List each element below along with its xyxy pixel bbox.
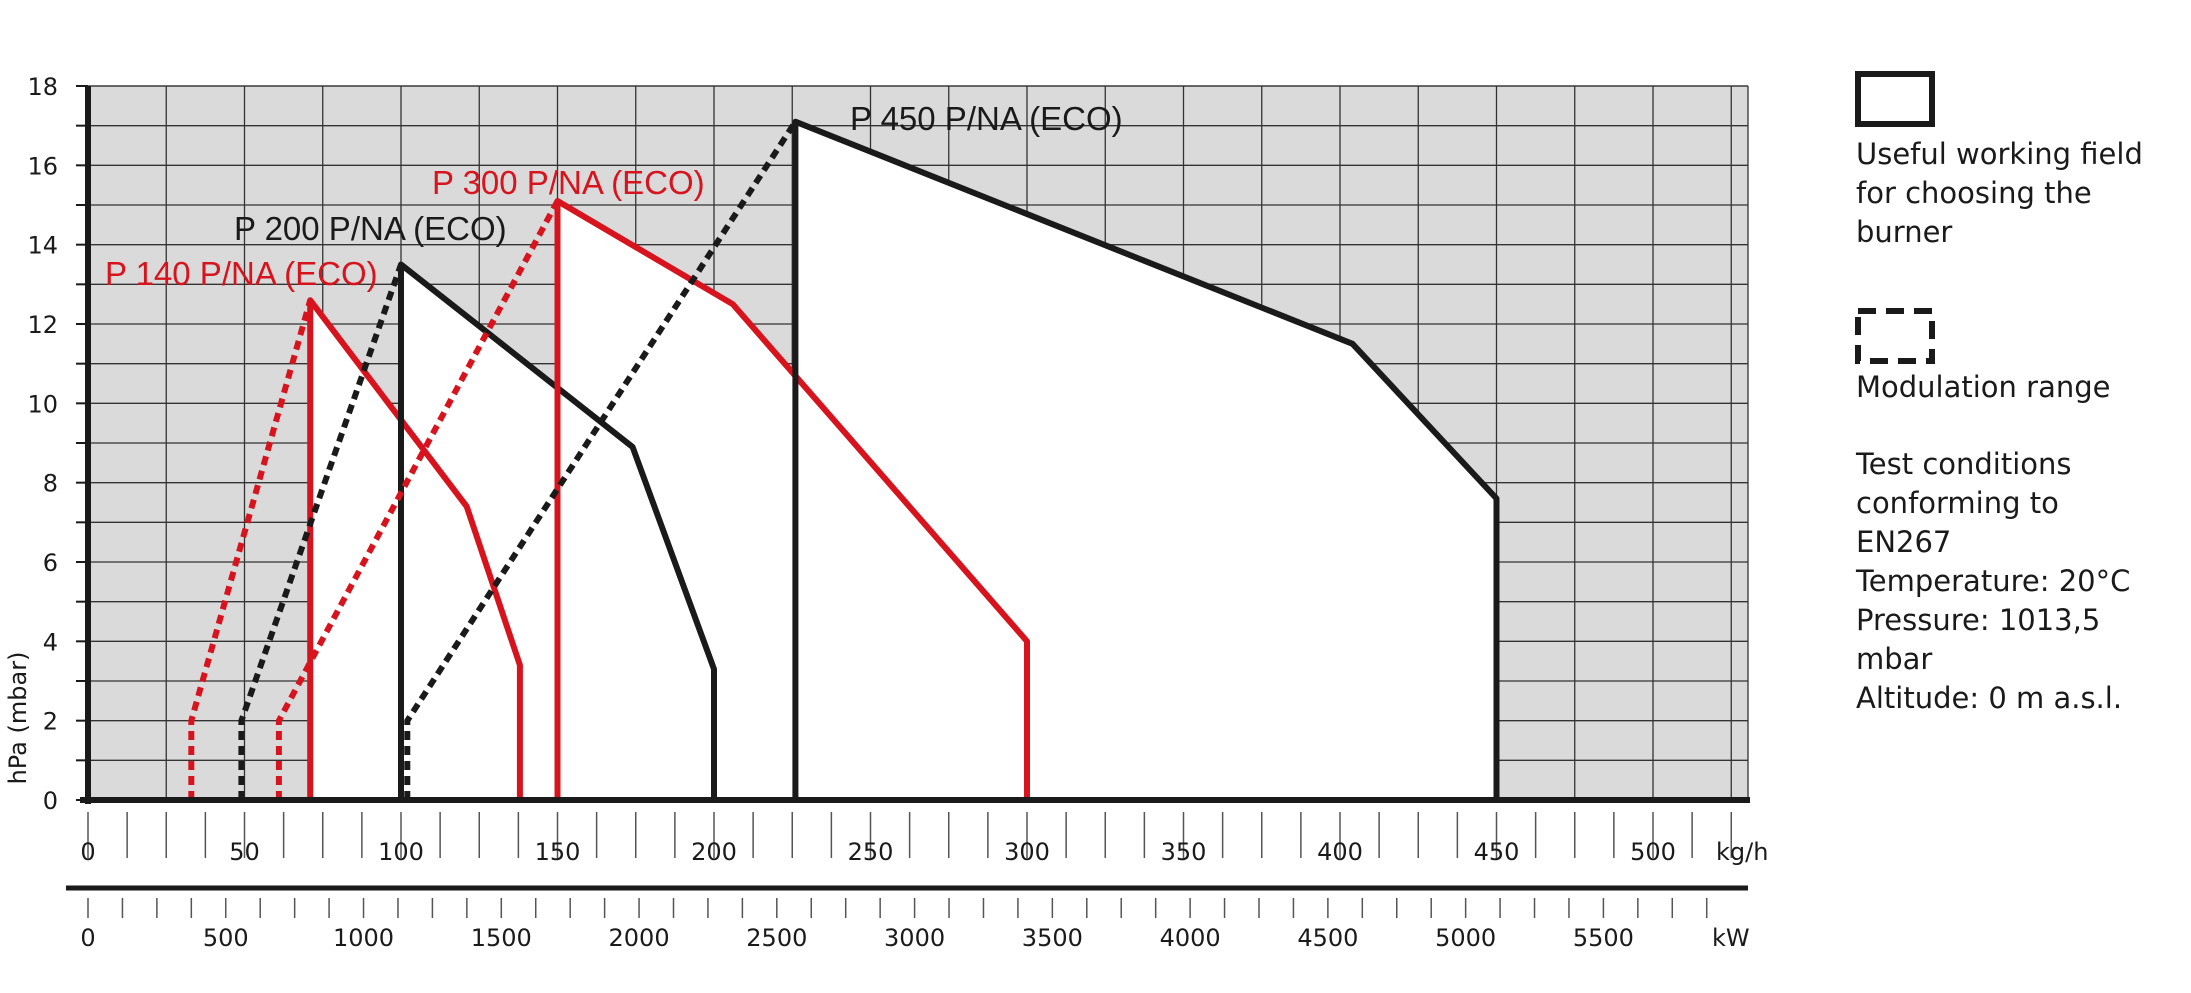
- test-condition-line: Test conditions: [1855, 447, 2072, 481]
- kw-tick-label: 5000: [1435, 924, 1496, 952]
- kw-tick-label: 1500: [471, 924, 532, 952]
- modulation-line-0: [188, 299, 314, 800]
- series-label-2: P 300 P/NA (ECO): [432, 164, 705, 201]
- x-tick-label: 300: [1004, 838, 1050, 866]
- test-condition-line: Temperature: 20°C: [1855, 564, 2130, 598]
- x-tick-label: 500: [1630, 838, 1676, 866]
- kw-tick-label: 2500: [746, 924, 807, 952]
- test-condition-line: conforming to: [1856, 486, 2059, 520]
- test-condition-line: mbar: [1856, 642, 1932, 676]
- x-tick-label: 250: [848, 838, 894, 866]
- legend-working-field-text: Useful working field for choosing the bu…: [1856, 137, 2152, 249]
- x-tick-label: 350: [1161, 838, 1207, 866]
- y-tick-label: 4: [43, 628, 58, 656]
- y-tick-label: 16: [27, 152, 58, 180]
- x-tick-label: 200: [691, 838, 737, 866]
- kw-tick-label: 4500: [1297, 924, 1358, 952]
- x-tick-labels: 0 50 100 150 200 250 300 350 400 450 500: [80, 838, 1676, 866]
- y-tick-label: 14: [27, 232, 58, 260]
- test-condition-line: Altitude: 0 m a.s.l.: [1856, 681, 2122, 715]
- legend: Useful working field for choosing the bu…: [1855, 71, 2152, 715]
- working-field-outline-3: [792, 118, 1500, 800]
- y-tick-label: 6: [43, 549, 58, 577]
- working-field-outlines: [307, 118, 1500, 800]
- kw-tick-label: 1000: [333, 924, 394, 952]
- modulation-line-3: [404, 120, 798, 800]
- test-condition-line: EN267: [1856, 525, 1951, 559]
- modulation-line-1: [238, 263, 404, 800]
- test-condition-line: Pressure: 1013,5: [1856, 603, 2100, 637]
- x-tick-label: 150: [535, 838, 581, 866]
- working-field-outline-1: [398, 261, 717, 800]
- x-tick-label: 400: [1317, 838, 1363, 866]
- kw-tick-label: 3000: [884, 924, 945, 952]
- kw-tick-label: 5500: [1573, 924, 1634, 952]
- series-label-0: P 140 P/NA (ECO): [105, 255, 378, 292]
- y-tick-label: 12: [27, 311, 58, 339]
- kw-tick-labels: 0 500 1000 1500 2000 2500 3000 3500 4000 4500 5000…: [80, 924, 1634, 952]
- y-axis-title: hPa (mbar): [4, 652, 32, 785]
- y-tick-label: 2: [43, 708, 58, 736]
- y-tick-label: 8: [43, 470, 58, 498]
- legend-modulation-text: Modulation range: [1856, 370, 2110, 404]
- kw-unit-label: kW: [1712, 924, 1750, 952]
- y-tick-labels: 0 2 4 6 8 10 12 14 16 18: [27, 73, 58, 815]
- y-tick-label: 0: [43, 787, 58, 815]
- modulation-lines: [188, 120, 798, 800]
- legend-modulation-swatch: [1855, 308, 1935, 364]
- y-tick-label: 18: [27, 73, 58, 101]
- kw-tick-label: 3500: [1022, 924, 1083, 952]
- kw-tick-label: 500: [203, 924, 249, 952]
- legend-working-field-swatch: [1855, 71, 1935, 127]
- legend-test-conditions: Test conditions conforming to EN267 Tempera…: [1855, 447, 2130, 715]
- working-field-fills: [310, 121, 1497, 800]
- series-label-3: P 450 P/NA (ECO): [850, 100, 1123, 137]
- series-label-1: P 200 P/NA (ECO): [234, 210, 507, 247]
- axes: [66, 85, 1750, 918]
- kw-tick-label: 4000: [1160, 924, 1221, 952]
- working-field-fill-3: [795, 121, 1497, 800]
- kw-tick-label: 0: [80, 924, 95, 952]
- x-tick-label: 450: [1474, 838, 1520, 866]
- x-tick-label: 50: [229, 838, 260, 866]
- working-field-outline-0: [307, 297, 523, 800]
- x-unit-label: kg/h: [1716, 838, 1768, 866]
- modulation-line-2: [275, 199, 561, 800]
- x-tick-label: 0: [80, 838, 95, 866]
- x-tick-label: 100: [378, 838, 424, 866]
- working-field-outline-2: [554, 198, 1030, 800]
- series-labels: P 140 P/NA (ECO) P 200 P/NA (ECO) P 300 P/…: [105, 100, 1123, 292]
- kw-tick-label: 2000: [609, 924, 670, 952]
- y-tick-label: 10: [27, 390, 58, 418]
